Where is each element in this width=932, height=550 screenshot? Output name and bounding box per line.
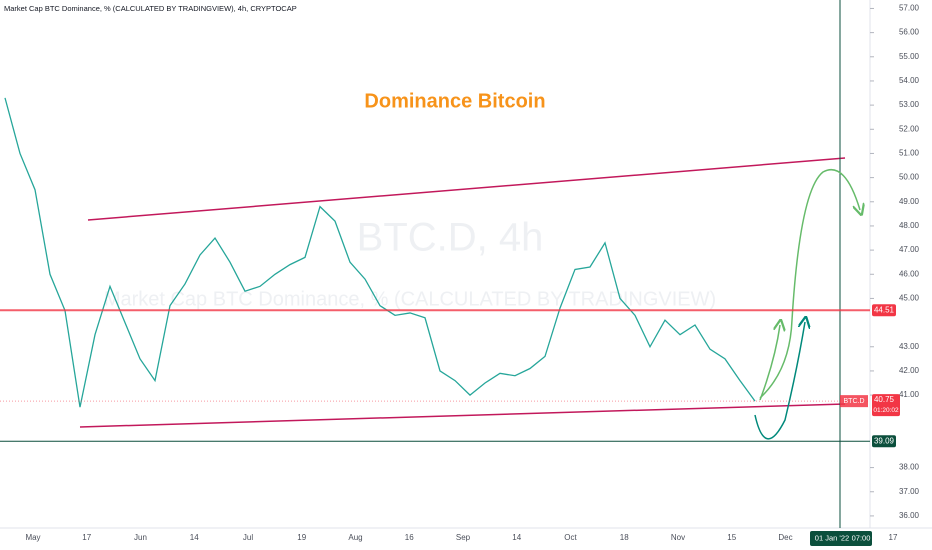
y-tick-label: 43.00 [899, 342, 920, 351]
annotation: Dominance Bitcoin [364, 90, 545, 112]
arrow [759, 325, 780, 401]
y-tick-label: 49.00 [899, 197, 920, 206]
symbol-label: BTC.D [844, 398, 865, 405]
y-tick-label: 50.00 [899, 173, 920, 182]
trend-line [79, 403, 846, 428]
level-box [872, 304, 896, 317]
y-tick-label: 38.00 [899, 463, 920, 472]
x-tick-label: 14 [190, 533, 199, 542]
y-tick-label: 47.00 [899, 245, 920, 254]
x-tick-label: 19 [297, 533, 306, 542]
y-tick-label: 53.00 [899, 100, 920, 109]
x-tick-label: Oct [564, 533, 577, 542]
crosshair-date: 01 Jan '22 [815, 533, 849, 542]
x-tick-label: May [25, 533, 40, 542]
arrow [759, 168, 860, 399]
x-tick-label: Jun [134, 533, 147, 542]
watermark: BTC.D, 4h [357, 216, 544, 260]
y-tick-label: 48.00 [899, 221, 920, 230]
y-tick-label: 56.00 [899, 28, 920, 37]
x-tick-label: 14 [512, 533, 521, 542]
crosshair-time: 07:00 [852, 533, 871, 542]
y-tick-label: 42.00 [899, 366, 920, 375]
header: Market Cap BTC Dominance, % (CALCULATED … [4, 4, 297, 13]
arrow [754, 322, 805, 440]
y-tick-label: 55.00 [899, 52, 920, 61]
x-tick-label: Aug [348, 533, 362, 542]
y-tick-label: 51.00 [899, 149, 920, 158]
x-tick-label: 15 [727, 533, 736, 542]
y-tick-label: 45.00 [899, 294, 920, 303]
countdown: 01:20:02 [873, 407, 899, 414]
level-label: 44.51 [874, 305, 895, 314]
x-tick-label: Dec [778, 533, 792, 542]
x-tick-label: 18 [620, 533, 629, 542]
y-tick-label: 54.00 [899, 76, 920, 85]
y-tick-label: 57.00 [899, 4, 920, 13]
level-box [872, 435, 896, 448]
y-tick-label: 37.00 [899, 487, 920, 496]
crosshair-box [810, 531, 872, 546]
y-tick-label: 52.00 [899, 124, 920, 133]
level-label: 39.09 [874, 436, 895, 445]
last-price-label: 40.75 [874, 395, 895, 404]
x-tick-label: 16 [405, 533, 414, 542]
symbol-box [840, 395, 868, 408]
y-tick-label: 36.00 [899, 511, 920, 520]
x-tick-label: Sep [456, 533, 471, 542]
x-tick-label: 17 [889, 533, 898, 542]
y-tick-label: 46.00 [899, 269, 920, 278]
x-tick-label: Jul [243, 533, 253, 542]
y-tick-label: 41.00 [899, 390, 920, 399]
trend-line [87, 157, 846, 221]
x-tick-label: Nov [671, 533, 685, 542]
price-box [872, 394, 900, 417]
watermark-name: Market Cap BTC Dominance, % (CALCULATED … [104, 288, 716, 310]
x-tick-label: 17 [82, 533, 91, 542]
